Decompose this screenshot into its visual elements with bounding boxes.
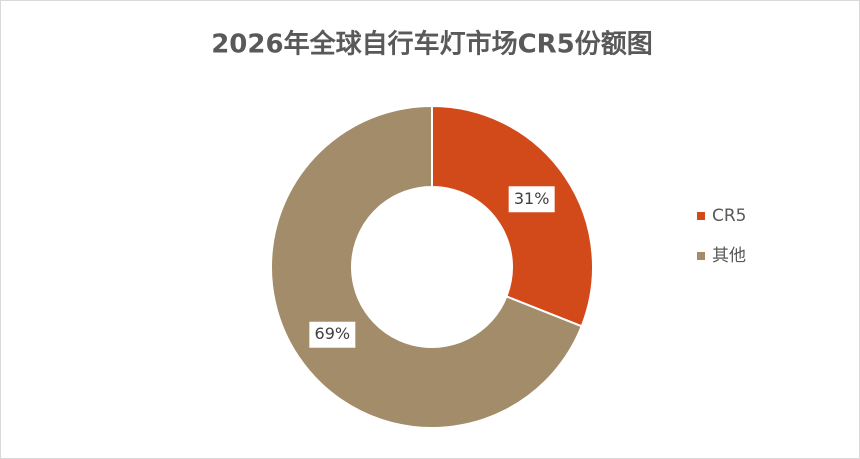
legend-label: 其他 (712, 246, 746, 266)
legend-label: CR5 (712, 206, 747, 226)
legend-swatch (697, 212, 705, 220)
data-label-bg (508, 186, 555, 213)
data-label: 31% (514, 189, 550, 208)
data-label: 69% (315, 324, 351, 343)
chart-title: 2026年全球自行车灯市场CR5份额图 (211, 29, 653, 60)
legend-swatch (697, 252, 705, 260)
donut-slice (431, 104, 594, 328)
data-label-bg (309, 321, 356, 348)
